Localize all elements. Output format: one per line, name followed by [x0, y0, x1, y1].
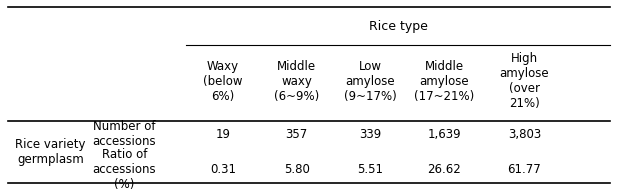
- Text: 5.51: 5.51: [358, 163, 384, 176]
- Text: 19: 19: [215, 128, 231, 141]
- Text: 26.62: 26.62: [428, 163, 461, 176]
- Text: Rice type: Rice type: [369, 20, 428, 33]
- Text: Ratio of
accessions
(%): Ratio of accessions (%): [93, 148, 156, 191]
- Text: Low
amylose
(9~17%): Low amylose (9~17%): [344, 60, 397, 103]
- Text: Rice variety
germplasm: Rice variety germplasm: [15, 138, 86, 166]
- Text: 1,639: 1,639: [428, 128, 461, 141]
- Text: Number of
accessions: Number of accessions: [93, 121, 156, 148]
- Text: Middle
amylose
(17~21%): Middle amylose (17~21%): [414, 60, 475, 103]
- Text: 61.77: 61.77: [507, 163, 541, 176]
- Text: Middle
waxy
(6~9%): Middle waxy (6~9%): [274, 60, 320, 103]
- Text: 0.31: 0.31: [210, 163, 236, 176]
- Text: Waxy
(below
6%): Waxy (below 6%): [203, 60, 243, 103]
- Text: 5.80: 5.80: [284, 163, 310, 176]
- Text: High
amylose
(over
21%): High amylose (over 21%): [499, 52, 549, 110]
- Text: 3,803: 3,803: [508, 128, 541, 141]
- Text: 357: 357: [286, 128, 308, 141]
- Text: 339: 339: [360, 128, 382, 141]
